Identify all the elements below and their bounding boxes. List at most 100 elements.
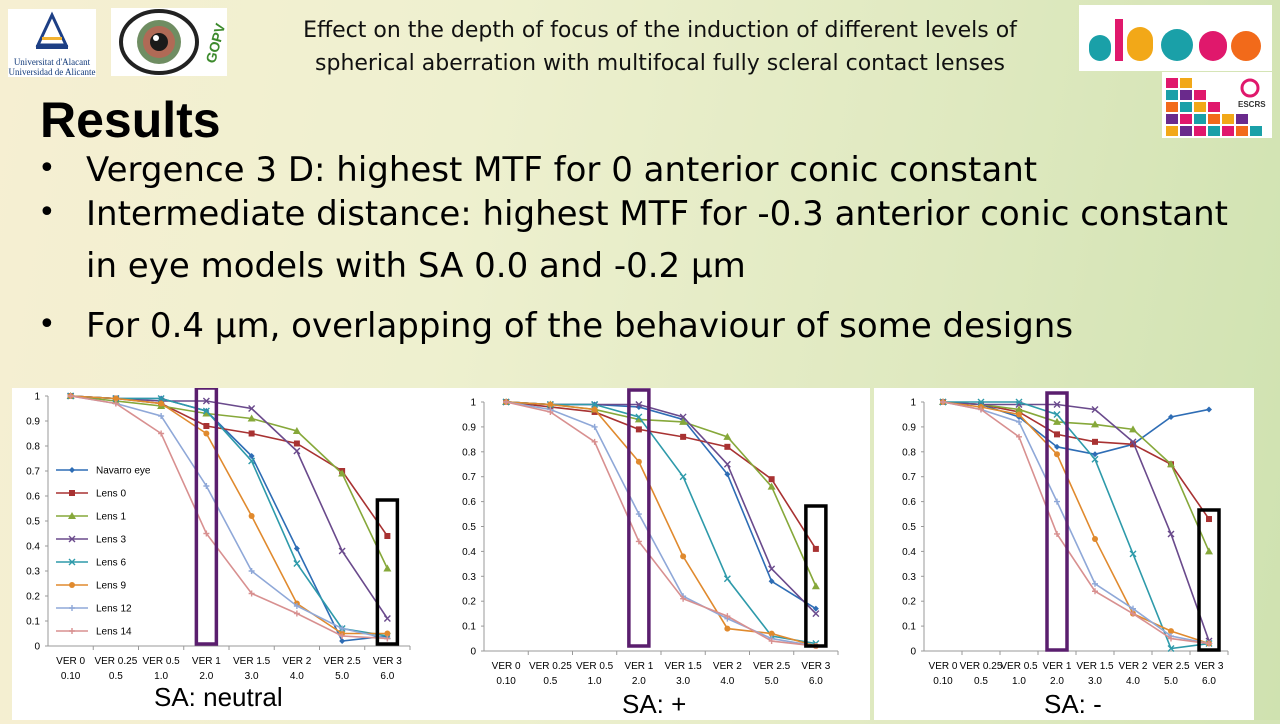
data-point (679, 473, 687, 481)
escrs-logo: ESCRS (1162, 72, 1272, 138)
data-point (547, 408, 554, 415)
data-point (723, 575, 731, 583)
data-point (248, 430, 255, 437)
data-point (724, 471, 731, 478)
y-tick-label: 0.2 (26, 592, 40, 603)
data-point (338, 469, 347, 477)
data-point (940, 399, 946, 405)
data-point (293, 603, 300, 609)
title-line-1: Effect on the depth of focus of the indu… (303, 18, 1017, 43)
series-line (943, 401, 1210, 650)
data-point (293, 447, 301, 455)
data-point (158, 400, 165, 407)
legend-item: Navarro eye (56, 466, 151, 477)
series-lens-12 (503, 399, 819, 650)
series-lens-9 (503, 399, 819, 650)
series-line (506, 401, 817, 587)
data-point (383, 615, 391, 622)
x-tick-label: 0.10 (61, 671, 81, 682)
data-point (767, 482, 776, 490)
results-heading: Results (40, 92, 221, 148)
data-point (1054, 498, 1060, 505)
y-tick-label: 0.7 (26, 467, 40, 478)
data-point (157, 395, 165, 402)
series-line (70, 395, 388, 635)
bullet-marker: • (38, 195, 56, 230)
legend-item: Lens 3 (56, 535, 126, 546)
data-point (812, 605, 819, 612)
data-point (591, 423, 598, 430)
data-point (977, 398, 985, 406)
x-tick-label: 5.0 (765, 676, 779, 687)
x-tick-label: VER 1 (192, 656, 221, 667)
series-line (70, 395, 388, 640)
series-lens-6 (502, 398, 820, 648)
data-point (1016, 411, 1022, 418)
data-point (158, 413, 165, 419)
data-point (202, 397, 210, 405)
legend-label: Lens 9 (96, 581, 126, 592)
x-tick-label: 6.0 (380, 671, 394, 682)
data-point (112, 400, 119, 407)
data-point (203, 423, 210, 429)
data-point (547, 401, 554, 408)
data-point (203, 530, 210, 537)
data-point (339, 625, 346, 632)
x-tick-label: VER 3 (1195, 661, 1224, 672)
series-lens-9 (67, 393, 391, 637)
data-point (1129, 550, 1137, 558)
x-tick-label: 1.0 (154, 671, 168, 682)
legend-label: Lens 14 (96, 627, 132, 638)
x-tick-label: VER 3 (801, 661, 830, 672)
series-line (942, 401, 1210, 645)
data-point (635, 538, 642, 545)
gopv-text: GOPV (202, 21, 227, 65)
x-tick-label: VER 2 (713, 661, 742, 672)
data-point (248, 453, 255, 459)
data-point (69, 628, 75, 634)
ua-name-line1: Universitat d'Alacant (13, 57, 91, 67)
data-point (248, 568, 255, 574)
series-line (70, 395, 388, 640)
data-point (1015, 398, 1023, 406)
data-point (1092, 535, 1098, 542)
data-point (591, 400, 599, 408)
chart-caption: SA: neutral (154, 682, 283, 712)
data-point (292, 427, 301, 434)
y-tick-label: 0.8 (26, 442, 40, 453)
x-tick-label: VER 1.5 (233, 656, 271, 667)
y-tick-label: 0 (34, 642, 40, 653)
escrs-text: ESCRS (1238, 100, 1266, 109)
data-point (383, 564, 392, 572)
data-point (1016, 418, 1022, 425)
x-tick-label: 0.5 (543, 676, 557, 687)
series-line (942, 401, 1210, 645)
y-tick-label: 1 (910, 398, 916, 409)
x-tick-label: 5.0 (1164, 676, 1178, 687)
data-point (339, 638, 346, 644)
y-tick-label: 0.5 (462, 522, 476, 533)
x-tick-label: 1.0 (1012, 676, 1026, 687)
series-line (506, 401, 817, 550)
y-tick-label: 1 (470, 398, 476, 409)
data-point (384, 630, 391, 637)
y-tick-label: 0.3 (26, 567, 40, 578)
data-point (1092, 451, 1098, 458)
x-tick-label: VER 1 (624, 661, 653, 672)
data-point (1168, 628, 1174, 635)
series-lens-0 (503, 399, 819, 552)
data-point (1054, 451, 1060, 458)
chart-sa-neutral: 0 0.1 0.2 0.3 0.4 0.5 0.6 0.7 0.8 0.9 1 VER 0 0.10 VE… (12, 386, 434, 720)
legend-item: Lens 1 (56, 512, 126, 523)
x-tick-label: 3.0 (676, 676, 690, 687)
x-tick-label: VER 1.5 (665, 661, 703, 672)
data-point (339, 633, 346, 639)
data-point (724, 625, 731, 632)
x-tick-label: 4.0 (290, 671, 304, 682)
y-tick-label: 0.8 (462, 447, 476, 458)
y-tick-label: 0.4 (462, 547, 476, 558)
series-line (942, 401, 1210, 645)
legend-item: Lens 0 (56, 489, 126, 500)
series-line (506, 401, 817, 647)
data-point (768, 476, 775, 483)
